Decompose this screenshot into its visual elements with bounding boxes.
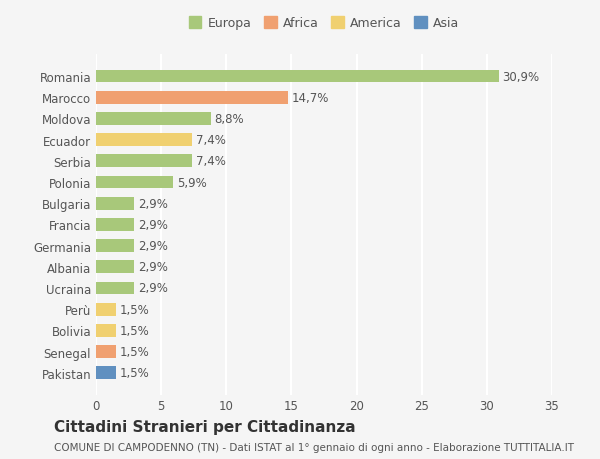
Bar bbox=[96, 113, 211, 125]
Text: 5,9%: 5,9% bbox=[177, 176, 206, 189]
Bar bbox=[96, 134, 193, 147]
Text: COMUNE DI CAMPODENNO (TN) - Dati ISTAT al 1° gennaio di ogni anno - Elaborazione: COMUNE DI CAMPODENNO (TN) - Dati ISTAT a… bbox=[54, 442, 574, 452]
Text: 1,5%: 1,5% bbox=[119, 366, 149, 380]
Bar bbox=[96, 240, 134, 252]
Bar bbox=[96, 346, 116, 358]
Bar bbox=[96, 367, 116, 379]
Text: 1,5%: 1,5% bbox=[119, 345, 149, 358]
Bar bbox=[96, 325, 116, 337]
Bar bbox=[96, 282, 134, 295]
Text: 7,4%: 7,4% bbox=[196, 155, 226, 168]
Text: 7,4%: 7,4% bbox=[196, 134, 226, 147]
Text: Cittadini Stranieri per Cittadinanza: Cittadini Stranieri per Cittadinanza bbox=[54, 419, 356, 434]
Text: 1,5%: 1,5% bbox=[119, 324, 149, 337]
Bar bbox=[96, 71, 499, 83]
Text: 8,8%: 8,8% bbox=[215, 112, 244, 126]
Text: 2,9%: 2,9% bbox=[137, 282, 167, 295]
Text: 30,9%: 30,9% bbox=[502, 70, 539, 84]
Text: 14,7%: 14,7% bbox=[292, 91, 329, 105]
Bar bbox=[96, 176, 173, 189]
Text: 2,9%: 2,9% bbox=[137, 218, 167, 231]
Text: 2,9%: 2,9% bbox=[137, 261, 167, 274]
Bar bbox=[96, 303, 116, 316]
Bar bbox=[96, 197, 134, 210]
Bar bbox=[96, 92, 287, 104]
Bar bbox=[96, 261, 134, 274]
Text: 1,5%: 1,5% bbox=[119, 303, 149, 316]
Bar bbox=[96, 218, 134, 231]
Legend: Europa, Africa, America, Asia: Europa, Africa, America, Asia bbox=[189, 17, 459, 30]
Bar bbox=[96, 155, 193, 168]
Text: 2,9%: 2,9% bbox=[137, 197, 167, 210]
Text: 2,9%: 2,9% bbox=[137, 240, 167, 252]
